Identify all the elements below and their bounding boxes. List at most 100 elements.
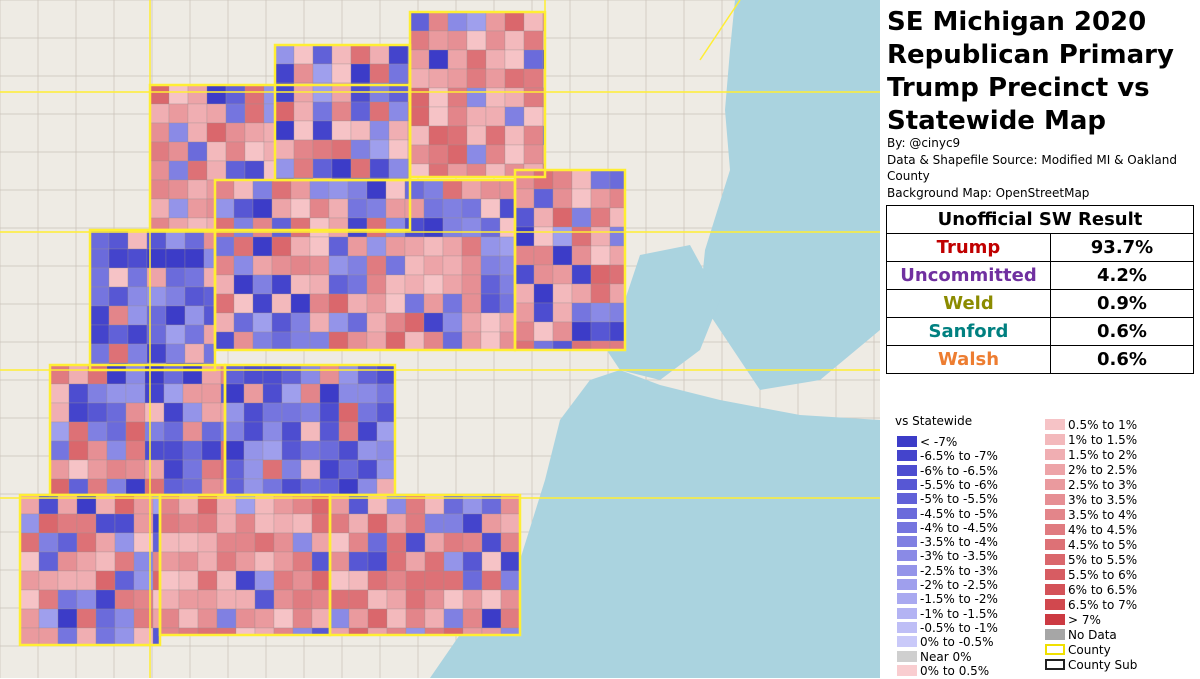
precinct (106, 383, 127, 404)
precinct (480, 312, 501, 333)
precinct (311, 513, 331, 534)
precinct (423, 255, 444, 276)
precinct (206, 160, 227, 181)
precinct (428, 87, 449, 108)
precinct (216, 589, 237, 610)
precinct (114, 551, 135, 572)
precinct (159, 532, 180, 553)
precinct (423, 293, 444, 314)
precinct (235, 570, 256, 591)
precinct (243, 383, 264, 404)
precinct (168, 141, 189, 162)
precinct (348, 570, 369, 591)
legend-label: -6% to -6.5% (920, 463, 998, 478)
precinct (19, 570, 40, 591)
precinct (87, 478, 108, 496)
precinct (388, 139, 409, 160)
precinct (89, 305, 110, 326)
precinct (423, 274, 444, 295)
precinct (499, 236, 516, 257)
precinct (233, 236, 254, 257)
precinct (165, 248, 186, 269)
precinct (409, 49, 430, 70)
precinct (262, 440, 283, 461)
precinct (319, 440, 340, 461)
precinct (76, 513, 97, 534)
precinct (144, 478, 165, 496)
precinct (149, 122, 170, 143)
precinct (386, 532, 407, 553)
precinct (38, 589, 59, 610)
precinct (348, 589, 369, 610)
precinct (89, 324, 110, 345)
precinct (125, 402, 146, 423)
legend-swatch (897, 564, 917, 576)
precinct (68, 459, 89, 480)
precinct (338, 383, 359, 404)
precinct (462, 532, 483, 553)
precinct (328, 274, 349, 295)
precinct (461, 274, 482, 295)
precinct (114, 513, 135, 534)
precinct (409, 68, 430, 89)
precinct (367, 570, 388, 591)
precinct (182, 459, 203, 480)
precinct (428, 144, 449, 165)
precinct (252, 236, 273, 257)
precinct (442, 217, 463, 238)
precinct (442, 331, 463, 351)
legend-swatch (897, 478, 917, 490)
precinct (178, 608, 199, 629)
share: 0.6% (1050, 345, 1194, 374)
precinct (49, 402, 70, 423)
precinct (163, 440, 184, 461)
precinct (300, 383, 321, 404)
precinct (95, 570, 116, 591)
legend-swatch (1045, 584, 1065, 595)
precinct (514, 169, 535, 190)
precinct (499, 217, 516, 238)
precinct (182, 383, 203, 404)
precinct (338, 421, 359, 442)
precinct (168, 160, 189, 181)
precinct (447, 49, 468, 70)
legend-item: -4% to -4.5% (897, 521, 998, 536)
precinct (357, 459, 378, 480)
precinct (571, 188, 592, 209)
legend-label: -2.5% to -3% (920, 563, 998, 578)
precinct (106, 364, 127, 385)
precinct (178, 513, 199, 534)
precinct (309, 198, 330, 219)
precinct (319, 459, 340, 480)
precinct (281, 421, 302, 442)
precinct (290, 293, 311, 314)
precinct (461, 236, 482, 257)
precinct (331, 101, 352, 122)
legend-item: -2% to -2.5% (897, 578, 998, 593)
legend-label: 2.5% to 3% (1068, 478, 1138, 492)
precinct (428, 125, 449, 146)
precinct (225, 103, 246, 124)
precinct (252, 312, 273, 333)
precinct (292, 570, 313, 591)
precinct (125, 421, 146, 442)
precinct (552, 188, 573, 209)
legend-label: -5.5% to -6% (920, 477, 998, 492)
precinct (233, 293, 254, 314)
precinct (442, 312, 463, 333)
source: Data & Shapefile Source: Modified MI & O… (887, 153, 1177, 167)
precinct (369, 63, 390, 84)
candidate: Uncommitted (886, 261, 1051, 290)
precinct (338, 459, 359, 480)
precinct (144, 383, 165, 404)
precinct (499, 179, 516, 200)
precinct (443, 551, 464, 572)
precinct (243, 421, 264, 442)
precinct (274, 120, 295, 141)
share: 0.6% (1050, 317, 1194, 346)
precinct (68, 402, 89, 423)
legend-label: 0% to 0.5% (920, 663, 990, 678)
precinct (290, 312, 311, 333)
precinct (533, 340, 554, 351)
